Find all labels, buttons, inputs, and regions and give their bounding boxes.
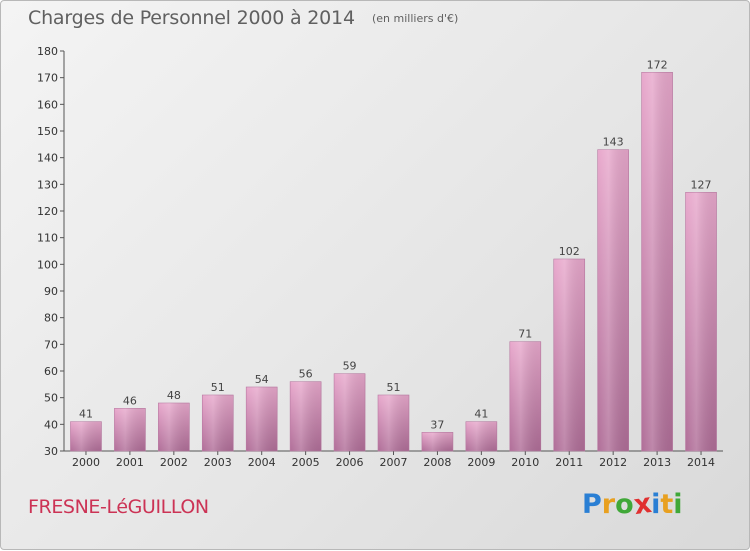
bar-highlight	[158, 403, 190, 451]
chart-title: Charges de Personnel 2000 à 2014	[28, 7, 355, 29]
chart-bars	[70, 72, 717, 452]
y-tick-label: 140	[37, 152, 58, 165]
commune-name: FRESNE-LéGUILLON	[28, 496, 209, 518]
y-tick-label: 160	[37, 98, 58, 111]
y-tick-labels: 30 40 50 60 70 80 90 100 110 120 130 140 150 160 170 18…	[37, 45, 58, 458]
bar-highlight	[290, 381, 322, 451]
y-tick-label: 60	[44, 365, 58, 378]
logo-letter: x	[631, 487, 654, 522]
bar-highlight	[378, 395, 409, 451]
value-labels: 41 46 48 51 54 56 59 51 37 41 71 102 143 172 127	[79, 58, 712, 431]
x-tick-label: 2003	[204, 456, 232, 469]
x-tick-label: 2011	[555, 456, 583, 469]
bar-highlight	[334, 373, 366, 451]
bar-highlight	[202, 395, 234, 451]
logo-letter: r	[601, 489, 616, 520]
value-label: 59	[343, 360, 357, 373]
y-tick-label: 90	[44, 285, 58, 298]
x-tick-label: 2010	[511, 456, 539, 469]
y-tick-label: 40	[44, 418, 58, 431]
bar-highlight	[553, 259, 585, 451]
value-label: 127	[691, 178, 712, 191]
y-tick-label: 80	[44, 312, 58, 325]
x-tick-label: 2006	[336, 456, 364, 469]
value-label: 51	[211, 381, 225, 394]
value-label: 46	[123, 394, 137, 407]
chart-unit: (en milliers d'€)	[372, 12, 459, 25]
value-label: 48	[167, 389, 181, 402]
logo-letter: o	[615, 489, 634, 520]
x-tick-label: 2002	[160, 456, 188, 469]
y-tick-label: 70	[44, 338, 58, 351]
bar-highlight	[641, 72, 673, 451]
logo-letter: P	[582, 489, 602, 520]
y-tick-label: 100	[37, 258, 58, 271]
x-tick-label: 2009	[467, 456, 495, 469]
y-tick-label: 130	[37, 178, 58, 191]
y-tick-label: 170	[37, 72, 58, 85]
y-tick-label: 120	[37, 205, 58, 218]
x-tick-labels: 2000 2001 2002 2003 2004 2005 2006 2007 2008 2009…	[72, 456, 715, 469]
y-tick-label: 50	[44, 392, 58, 405]
x-tick-label: 2005	[292, 456, 320, 469]
bar-highlight	[685, 192, 717, 452]
value-label: 54	[255, 373, 269, 386]
value-label: 102	[559, 245, 580, 258]
x-tick-label: 2001	[116, 456, 144, 469]
value-label: 41	[79, 408, 93, 421]
bar-highlight	[465, 421, 497, 451]
value-label: 51	[387, 381, 401, 394]
y-tick-label: 30	[44, 445, 58, 458]
x-tick-label: 2013	[643, 456, 671, 469]
bar-highlight	[421, 432, 453, 451]
logo-letter: t	[660, 489, 674, 520]
x-tick-label: 2012	[599, 456, 627, 469]
value-label: 41	[474, 408, 488, 421]
value-label: 56	[299, 368, 313, 381]
y-tick-label: 110	[37, 232, 58, 245]
logo-letter: i	[651, 489, 661, 520]
value-label: 71	[518, 328, 532, 341]
x-tick-label: 2000	[72, 456, 100, 469]
value-label: 37	[430, 418, 444, 431]
y-tick-label: 180	[37, 45, 58, 58]
y-tick-label: 150	[37, 125, 58, 138]
bar-highlight	[114, 408, 146, 451]
bar-highlight	[597, 149, 629, 451]
x-tick-label: 2014	[687, 456, 715, 469]
bar-highlight	[246, 387, 278, 451]
x-tick-label: 2008	[423, 456, 451, 469]
value-label: 172	[647, 58, 668, 71]
bar-highlight	[70, 421, 102, 451]
x-tick-label: 2004	[248, 456, 276, 469]
logo-letter: i	[673, 489, 683, 520]
x-tick-label: 2007	[380, 456, 408, 469]
proxiti-logo: Proxiti	[582, 487, 683, 522]
value-label: 143	[603, 136, 624, 149]
bar-highlight	[509, 341, 541, 451]
